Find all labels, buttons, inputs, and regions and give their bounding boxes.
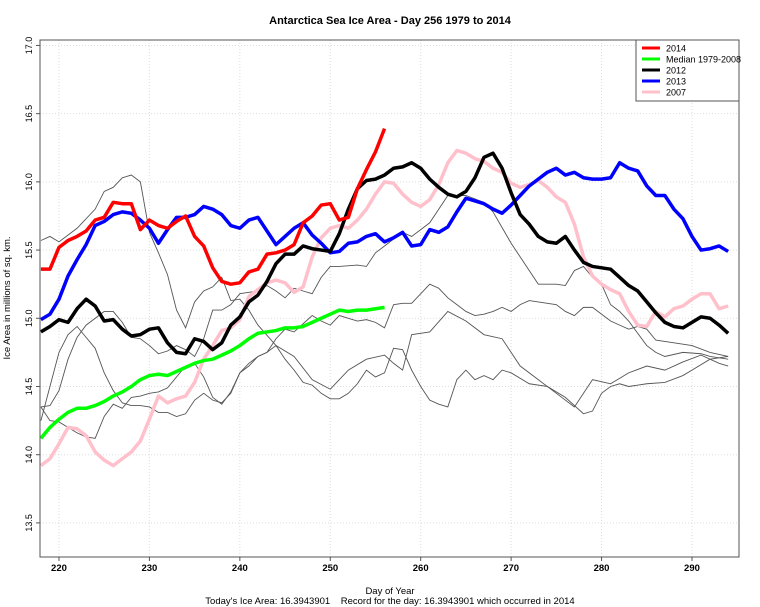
- other-year-line: [40, 174, 729, 408]
- legend-label: 2007: [666, 88, 686, 98]
- x-tick-label: 220: [51, 563, 67, 574]
- plot-frame: [39, 39, 740, 558]
- series-line-2013: [40, 161, 730, 322]
- footer-status: Today's Ice Area: 16.3943901 Record for …: [205, 596, 574, 607]
- y-axis: 13.5 14.0 14.5 15.0 15.5 16.0 16.5 17.0: [24, 37, 40, 532]
- series-line-2007: [40, 148, 729, 468]
- legend-label: 2012: [666, 66, 686, 76]
- x-axis: 220 230 240 250 260 270 280 290: [51, 557, 700, 574]
- y-tick-label: 16.5: [24, 105, 34, 123]
- highlighted-series-lines: [40, 128, 730, 468]
- legend-label: 2013: [666, 77, 686, 87]
- y-tick-label: 14.5: [24, 378, 34, 396]
- x-axis-label: Day of Year: [365, 586, 414, 597]
- y-tick-label: 13.5: [24, 514, 34, 532]
- x-tick-label: 290: [684, 563, 700, 574]
- background-year-lines: [40, 174, 729, 439]
- y-tick-label: 15.0: [24, 310, 34, 328]
- chart-title: Antarctica Sea Ice Area - Day 256 1979 t…: [269, 15, 512, 27]
- y-tick-label: 17.0: [24, 37, 34, 55]
- series-line-median-1979-2008: [40, 305, 385, 440]
- y-tick-label: 15.5: [24, 241, 34, 259]
- series-line-2012: [40, 151, 730, 356]
- grid: [40, 40, 739, 557]
- x-tick-label: 250: [322, 563, 338, 574]
- y-tick-label: 14.0: [24, 446, 34, 464]
- x-tick-label: 240: [232, 563, 248, 574]
- y-axis-label: Ice Area in millions of sq. km.: [2, 236, 13, 359]
- legend-label: Median 1979-2008: [666, 55, 741, 65]
- x-tick-label: 280: [594, 563, 610, 574]
- x-tick-label: 270: [503, 563, 519, 574]
- other-year-line: [40, 344, 729, 439]
- series-line-2014: [40, 128, 387, 286]
- other-year-line: [40, 283, 729, 421]
- legend-label: 2014: [666, 44, 686, 54]
- y-tick-label: 16.0: [24, 173, 34, 191]
- x-tick-label: 260: [413, 563, 429, 574]
- x-tick-label: 230: [141, 563, 157, 574]
